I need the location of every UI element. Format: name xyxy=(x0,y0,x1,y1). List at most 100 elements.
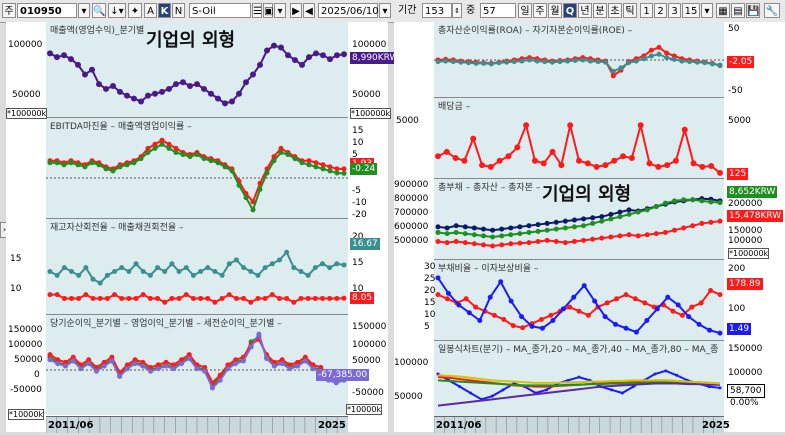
margin-green-point xyxy=(61,162,67,168)
date-dropdown-icon[interactable]: ▾ xyxy=(379,3,391,18)
balance-green-point xyxy=(453,229,459,235)
period-input[interactable]: 153 xyxy=(422,3,452,18)
name-dropdown-icon[interactable]: ▾ xyxy=(274,3,286,18)
profit-red-point xyxy=(171,362,177,368)
balance-red-point xyxy=(635,233,641,239)
star-icon[interactable]: ✦ xyxy=(128,3,142,18)
balance-red-point xyxy=(681,225,687,231)
margin-green-point xyxy=(131,160,137,166)
margin-green-point xyxy=(257,186,263,192)
balance-green-point xyxy=(508,232,514,238)
freq-tick-button[interactable]: 틱 xyxy=(623,3,637,18)
turnover-red-point xyxy=(233,295,239,301)
search-icon[interactable]: 🔍 xyxy=(92,3,106,18)
code-type-selector[interactable]: 주 xyxy=(2,3,16,18)
freq-month-button[interactable]: 월 xyxy=(548,3,562,18)
count-input[interactable]: 57 xyxy=(480,3,516,18)
profit-purple-point xyxy=(171,366,177,372)
debt-blue-point xyxy=(592,298,598,304)
turnover-red-point xyxy=(133,295,139,301)
balance-red-point xyxy=(599,235,605,241)
balance-green-point xyxy=(672,198,678,204)
turnover-red-point xyxy=(190,295,196,301)
debt-blue-point xyxy=(550,318,556,323)
save-icon[interactable]: 💾 xyxy=(746,3,760,18)
button-a[interactable]: A xyxy=(144,3,157,18)
roa-teal-point xyxy=(481,60,487,66)
turnover-red-point xyxy=(126,295,132,301)
num-button-1[interactable]: 1 xyxy=(640,3,653,18)
margin-pane[interactable]: EBITDA마진율 – 매출액영업이익률 – xyxy=(46,118,348,219)
debt-red-point xyxy=(501,316,507,322)
num-dropdown-icon[interactable]: ▾ xyxy=(701,3,713,18)
turnover-red-point xyxy=(255,295,261,301)
price-close-point xyxy=(718,386,722,390)
turnover-teal-point xyxy=(112,269,118,274)
profit-pane[interactable]: 당기순이익_분기별 – 영업이익_분기별 – 세전순이익_분기별 – xyxy=(46,315,348,415)
freq-minute-button[interactable]: 분 xyxy=(593,3,607,18)
balance-pane[interactable]: 총부채 – 총자산 – 총자본 – xyxy=(434,179,724,260)
freq-second-button[interactable]: 초 xyxy=(608,3,622,18)
stock-code-input[interactable]: 010950 xyxy=(17,3,77,18)
turnover-teal-point xyxy=(54,272,60,278)
profit-purple-point xyxy=(109,358,115,364)
turnover-left-tick: 15 xyxy=(10,254,22,264)
num-button-3[interactable]: 3 xyxy=(668,3,681,18)
price-close-point xyxy=(664,369,668,373)
prev-arrow-icon[interactable]: ◀ xyxy=(303,3,315,18)
profit-purple-point xyxy=(264,355,270,361)
freq-year-button[interactable]: 년 xyxy=(578,3,592,18)
price-pane[interactable]: 일봉식차트(분기) – MA_종가,20 – MA_종가,40 – MA_종가,… xyxy=(434,341,724,416)
turnover-red-point xyxy=(198,295,204,301)
sales-point xyxy=(96,81,102,88)
debt-red-point xyxy=(567,304,573,310)
name-lock-icon[interactable]: ▣ xyxy=(263,3,273,18)
debt-red-point xyxy=(679,312,685,318)
debt-blue-point xyxy=(717,330,723,336)
balance-red-point xyxy=(626,232,632,238)
dividend-pane[interactable]: 배당금 – xyxy=(434,98,724,179)
debt-blue-point xyxy=(644,318,650,323)
freq-quarter-button[interactable]: Q xyxy=(563,3,577,18)
num-button-15[interactable]: 15 xyxy=(682,3,700,18)
settings-icon[interactable]: 🔧 xyxy=(764,3,780,18)
count-label: 중 xyxy=(466,5,476,16)
debt-red-point xyxy=(548,312,554,318)
roa-teal-point xyxy=(473,60,479,66)
sales-pane[interactable]: 매출액(영업수익)_분기별 xyxy=(46,22,348,118)
turnover-teal-point xyxy=(212,269,218,274)
profit-red-point xyxy=(101,359,107,365)
turnover-red-point xyxy=(83,292,89,298)
profit-right-tick: 150000 xyxy=(352,322,387,332)
roa-pane[interactable]: 총자산순이익률(ROA) – 자기자본순이익률(ROE) – xyxy=(434,22,724,98)
turnover-red-point xyxy=(162,299,168,305)
debt-red-point xyxy=(463,296,469,302)
button-k[interactable]: K xyxy=(158,3,171,18)
price-close-point xyxy=(577,375,581,379)
grid-icon[interactable]: ▦ xyxy=(716,3,730,18)
freq-day-button[interactable]: 일 xyxy=(518,3,532,18)
button-n[interactable]: N xyxy=(172,3,185,18)
sales-left-tick: 100000 xyxy=(8,40,43,50)
profit-purple-point xyxy=(186,355,192,361)
table-icon[interactable]: ▤ xyxy=(731,3,745,18)
period-spinner[interactable]: ⇕ xyxy=(452,3,462,18)
num-button-2[interactable]: 2 xyxy=(654,3,667,18)
stock-name-field[interactable]: S-Oil xyxy=(189,3,251,18)
debt-ratio-pane[interactable]: 부채비율 – 이자보상비율 – xyxy=(434,260,724,341)
profit-purple-point xyxy=(132,361,138,367)
sales-point xyxy=(159,88,165,95)
date-input[interactable]: 2025/06/10 xyxy=(318,3,379,18)
left-chart-panel: 매출액(영업수익)_분기별 EBITDA마진율 – 매출액영업이익률 – 재고자… xyxy=(6,22,401,433)
next-arrow-icon[interactable]: ▶ xyxy=(290,3,302,18)
sort-icon[interactable]: ↓▾ xyxy=(108,3,126,18)
name-menu-icon[interactable]: ☰ xyxy=(252,3,262,18)
turnover-pane[interactable]: 재고자산회전율 – 매출채권회전율 – xyxy=(46,219,348,315)
margin-green-point xyxy=(54,160,60,166)
turnover-red-point xyxy=(147,295,153,301)
code-dropdown-icon[interactable]: ▾ xyxy=(78,3,90,18)
sales-point xyxy=(166,85,172,92)
sales-point xyxy=(285,52,291,59)
debt-blue-point xyxy=(686,314,692,320)
freq-week-button[interactable]: 주 xyxy=(533,3,547,18)
